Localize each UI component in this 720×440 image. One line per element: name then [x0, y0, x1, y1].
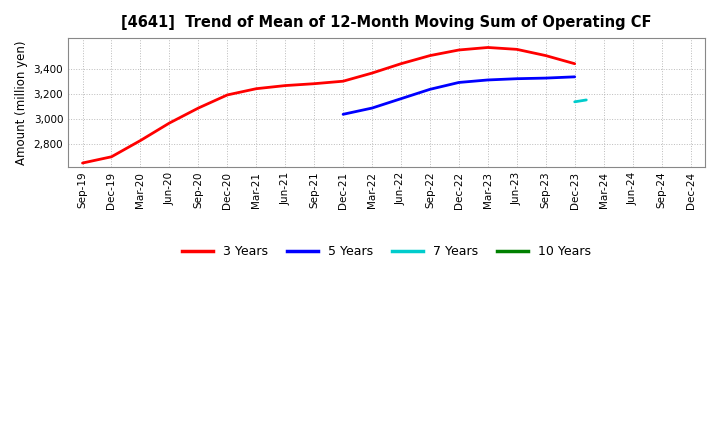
- 3 Years: [107, 154, 116, 159]
- 5 Years: [397, 96, 405, 101]
- 3 Years: [397, 61, 405, 66]
- 3 Years: [310, 81, 318, 86]
- 3 Years: [281, 83, 289, 88]
- 3 Years: [454, 48, 463, 53]
- 3 Years: [513, 47, 521, 52]
- 7 Years: [570, 99, 579, 104]
- 5 Years: [513, 76, 521, 81]
- 3 Years: [194, 106, 202, 111]
- 3 Years: [339, 79, 348, 84]
- 3 Years: [78, 161, 87, 166]
- 3 Years: [252, 86, 261, 92]
- 3 Years: [165, 121, 174, 126]
- 5 Years: [426, 87, 434, 92]
- 5 Years: [570, 74, 579, 80]
- 5 Years: [484, 77, 492, 83]
- 3 Years: [570, 61, 579, 66]
- 7 Years: [582, 97, 590, 103]
- 3 Years: [541, 53, 550, 58]
- Line: 7 Years: 7 Years: [575, 100, 586, 102]
- 3 Years: [484, 45, 492, 50]
- Y-axis label: Amount (million yen): Amount (million yen): [15, 40, 28, 165]
- 3 Years: [223, 92, 232, 98]
- Line: 5 Years: 5 Years: [343, 77, 575, 114]
- 5 Years: [339, 112, 348, 117]
- 5 Years: [454, 80, 463, 85]
- Line: 3 Years: 3 Years: [83, 48, 575, 163]
- 5 Years: [368, 106, 377, 111]
- Title: [4641]  Trend of Mean of 12-Month Moving Sum of Operating CF: [4641] Trend of Mean of 12-Month Moving …: [121, 15, 652, 30]
- 3 Years: [368, 70, 377, 76]
- 3 Years: [426, 53, 434, 58]
- 5 Years: [541, 75, 550, 81]
- Legend: 3 Years, 5 Years, 7 Years, 10 Years: 3 Years, 5 Years, 7 Years, 10 Years: [177, 240, 596, 263]
- 3 Years: [136, 138, 145, 143]
